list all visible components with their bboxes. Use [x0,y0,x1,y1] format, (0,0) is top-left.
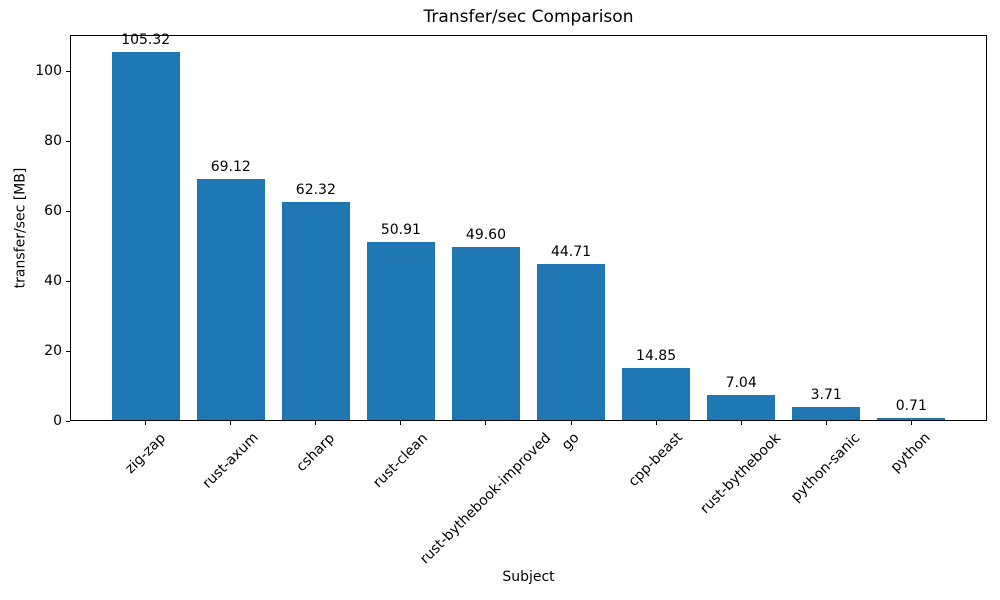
x-tick-label: python-sanic [788,429,864,506]
bar [622,368,691,420]
y-tick-mark [66,141,70,143]
x-axis-label: Subject [502,569,555,585]
bar-value-label: 62.32 [295,182,336,198]
bar [707,395,776,420]
y-tick-mark [66,211,70,213]
x-tick-mark [655,421,657,425]
x-tick-mark [825,421,827,425]
y-tick-mark [66,350,70,352]
bar-value-label: 3.71 [810,387,842,403]
bar [111,52,180,420]
y-tick-label: 80 [44,133,62,150]
bar-value-label: 7.04 [725,375,757,391]
chart-title: Transfer/sec Comparison [423,7,634,27]
y-axis-label: transfer/sec [MB] [12,167,29,289]
bar [877,418,946,420]
bar [281,202,350,420]
y-tick-label: 0 [53,412,62,429]
x-tick-mark [485,421,487,425]
x-tick-label: cpp-beast [625,429,686,491]
bar-value-label: 44.71 [550,244,592,260]
bar [537,264,606,420]
bar [366,242,435,420]
x-tick-mark [740,421,742,425]
x-tick-mark [230,421,232,425]
x-tick-label: rust-axum [199,430,262,493]
x-tick-label: rust-bythebook-improved [417,429,555,568]
bar-value-label: 105.32 [121,32,171,48]
x-tick-mark [145,421,147,425]
x-tick-mark [910,421,912,425]
bar-value-label: 14.85 [636,348,677,364]
x-tick-mark [570,421,572,425]
x-tick-label: zig-zap [122,429,169,477]
x-tick-mark [315,421,317,425]
bar-value-label: 0.71 [895,398,927,414]
y-tick-mark [66,280,70,282]
y-tick-label: 20 [44,342,62,359]
x-tick-label: python [887,429,934,476]
x-tick-mark [400,421,402,425]
y-tick-label: 40 [44,272,62,289]
y-tick-mark [66,71,70,73]
bar [196,179,265,420]
x-tick-label: csharp [293,429,338,475]
y-tick-label: 60 [44,203,62,220]
y-tick-label: 100 [35,63,62,80]
plot-area [70,35,987,421]
x-tick-label: go [558,429,583,454]
x-tick-label: rust-bythebook [697,430,785,517]
y-tick-mark [66,420,70,422]
bar-value-label: 50.91 [380,222,421,238]
bar-value-label: 69.12 [210,159,251,175]
bar-value-label: 49.60 [465,227,506,243]
x-tick-label: rust-clean [370,429,431,491]
bar [792,407,861,420]
bar [451,247,520,420]
